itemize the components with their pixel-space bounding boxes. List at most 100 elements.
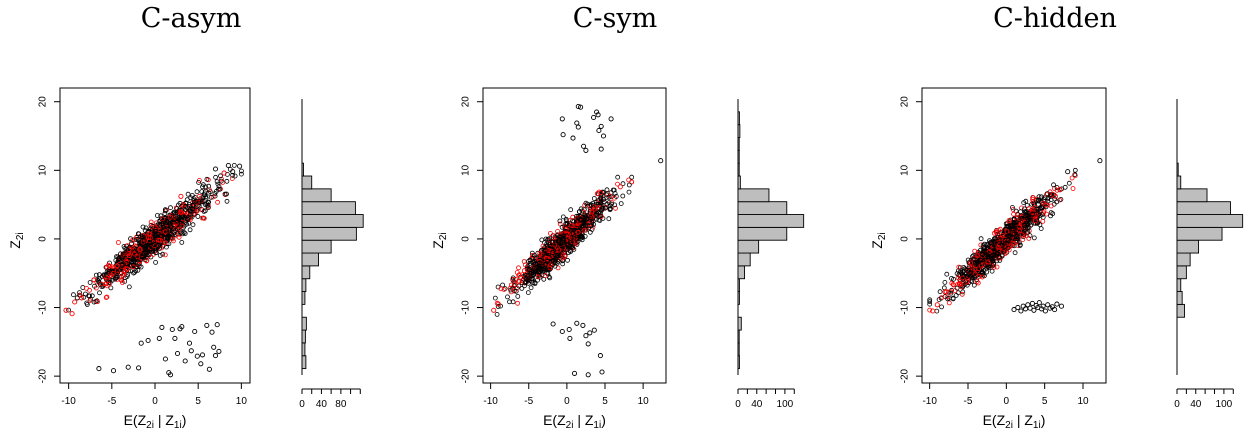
point-black — [95, 278, 101, 284]
point-red — [521, 268, 527, 274]
point-black — [213, 174, 219, 180]
point-black — [539, 272, 545, 278]
x-tick-label: 5 — [195, 396, 201, 407]
x-axis-label: E(Z2i | Z1i) — [983, 412, 1046, 431]
point-black — [145, 245, 151, 251]
point-black — [540, 269, 546, 275]
hist-tick-label: 80 — [335, 399, 347, 410]
point-red — [997, 242, 1002, 248]
point-red — [950, 281, 956, 287]
data-point — [221, 170, 227, 176]
histogram-bar — [737, 239, 760, 254]
point-black — [980, 271, 985, 277]
data-point — [1057, 186, 1063, 193]
point-black — [561, 238, 567, 244]
series-1 — [1011, 158, 1103, 314]
histogram-bar — [737, 201, 788, 215]
x-tick-label: 5 — [1042, 396, 1048, 407]
point-black — [205, 205, 211, 211]
point-black — [1036, 197, 1042, 203]
marginal-histogram: 0 40 80 — [299, 99, 364, 410]
histogram-bar — [301, 201, 356, 215]
point-black — [122, 278, 128, 284]
histogram-bar — [301, 188, 332, 203]
point-black — [494, 311, 500, 317]
point-red — [522, 262, 528, 268]
data-point — [74, 295, 80, 301]
point-black — [559, 234, 565, 240]
data-point — [600, 133, 607, 139]
point-black — [214, 179, 220, 185]
point-black — [566, 245, 571, 251]
point-red — [945, 294, 950, 300]
data-point — [110, 368, 117, 374]
histogram-bar — [737, 214, 805, 228]
point-black — [510, 299, 516, 305]
point-black — [571, 235, 577, 241]
point-red — [957, 280, 963, 286]
histogram-bar — [737, 124, 741, 138]
point-black — [522, 272, 528, 278]
point-black — [564, 233, 570, 239]
histogram-bar — [1176, 303, 1185, 318]
data-point — [156, 335, 162, 341]
point-black — [230, 172, 236, 178]
point-black — [140, 254, 146, 260]
point-red — [1041, 208, 1047, 214]
point-black — [1012, 216, 1017, 222]
point-black — [513, 288, 519, 294]
point-black — [578, 217, 584, 223]
point-red — [1020, 237, 1026, 243]
y-axis-label-s1: 2i — [438, 232, 449, 240]
point-black — [164, 223, 170, 229]
hist-tick-label: 0 — [735, 399, 741, 410]
point-black — [559, 224, 565, 230]
point-red — [107, 263, 112, 269]
point-red — [965, 279, 970, 285]
point-black — [106, 268, 112, 274]
point-red — [517, 278, 522, 284]
point-black — [1005, 223, 1011, 229]
point-red — [977, 274, 982, 280]
point-black — [238, 168, 244, 174]
histogram-bar — [1176, 201, 1231, 215]
point-red — [972, 271, 978, 277]
data-point — [591, 114, 597, 121]
data-point — [212, 166, 219, 172]
point-red — [215, 199, 221, 205]
point-black — [964, 273, 969, 279]
hist-tick-label: 0 — [1174, 399, 1180, 410]
point-red — [951, 282, 956, 288]
point-red — [586, 221, 592, 226]
data-point — [591, 327, 597, 333]
point-black — [132, 249, 138, 254]
point-black — [970, 275, 975, 281]
point-black — [596, 217, 602, 223]
point-black — [133, 236, 139, 242]
point-black — [149, 249, 155, 255]
point-black — [582, 212, 588, 218]
point-black — [1031, 235, 1037, 241]
point-black — [179, 239, 185, 245]
x-tick-label: -10 — [922, 396, 937, 407]
y-tick-label: -10 — [38, 300, 49, 315]
point-black — [997, 257, 1003, 263]
point-red — [1024, 233, 1029, 239]
data-point — [69, 311, 75, 317]
point-black — [951, 276, 956, 282]
point-black — [135, 267, 141, 273]
point-black — [574, 213, 579, 219]
point-black — [607, 206, 613, 212]
x-tick-label: 0 — [152, 396, 158, 407]
point-black — [528, 285, 534, 291]
point-black — [589, 220, 595, 225]
histogram-bar — [737, 278, 740, 293]
point-black — [183, 200, 189, 206]
x-tick-label: -10 — [61, 396, 76, 407]
point-black — [602, 205, 608, 211]
point-black — [550, 257, 556, 263]
data-point — [581, 143, 587, 149]
histogram-bar — [737, 342, 740, 357]
point-black — [565, 257, 570, 263]
point-black — [135, 236, 141, 242]
